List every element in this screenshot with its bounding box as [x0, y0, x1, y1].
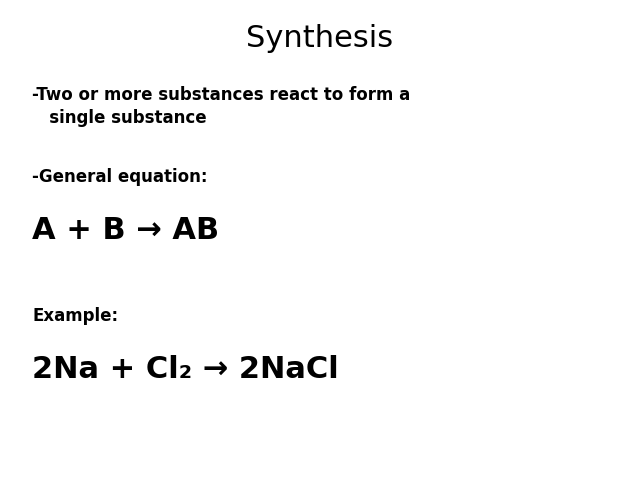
Text: Synthesis: Synthesis	[246, 24, 394, 53]
Text: -General equation:: -General equation:	[32, 168, 207, 186]
Text: -Two or more substances react to form a
   single substance: -Two or more substances react to form a …	[32, 86, 410, 127]
Text: 2Na + Cl₂ → 2NaCl: 2Na + Cl₂ → 2NaCl	[32, 355, 339, 384]
Text: A + B → AB: A + B → AB	[32, 216, 219, 245]
Text: Example:: Example:	[32, 307, 118, 325]
